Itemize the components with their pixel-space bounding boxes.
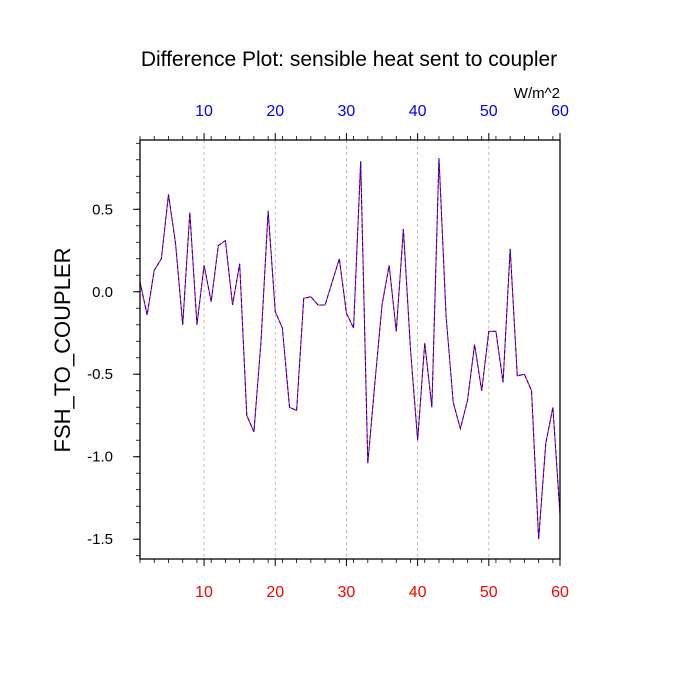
y-tick-label: -1.5 bbox=[87, 531, 113, 548]
y-tick-label: -1.0 bbox=[87, 449, 113, 466]
x-tick-label-top: 50 bbox=[480, 103, 498, 120]
x-tick-label-bottom: 50 bbox=[480, 584, 498, 601]
y-tick-label: -0.5 bbox=[87, 366, 113, 383]
y-tick-label: 0.0 bbox=[92, 284, 113, 301]
units-label: W/m^2 bbox=[514, 85, 560, 102]
x-tick-label-bottom: 40 bbox=[409, 584, 427, 601]
x-tick-label-top: 60 bbox=[551, 103, 569, 120]
y-tick-label: 0.5 bbox=[92, 201, 113, 218]
x-tick-label-top: 10 bbox=[195, 103, 213, 120]
plot-frame bbox=[139, 139, 561, 560]
x-tick-label-top: 30 bbox=[338, 103, 356, 120]
x-tick-label-bottom: 20 bbox=[266, 584, 284, 601]
chart-title: Difference Plot: sensible heat sent to c… bbox=[141, 48, 557, 71]
x-tick-label-top: 20 bbox=[266, 103, 284, 120]
x-tick-label-bottom: 10 bbox=[195, 584, 213, 601]
grid-lines bbox=[203, 140, 561, 559]
x-tick-label-top: 40 bbox=[409, 103, 427, 120]
minor-ticks bbox=[136, 136, 554, 563]
x-tick-label-bottom: 60 bbox=[551, 584, 569, 601]
y-axis-label: FSH_TO_COUPLER bbox=[50, 248, 75, 453]
series-line-1 bbox=[139, 158, 561, 540]
y-tick-labels: 0.5 0.0 -0.5 -1.0 -1.5 bbox=[87, 201, 113, 548]
series-line-2 bbox=[139, 158, 561, 540]
x-tick-labels-top: 10 20 30 40 50 60 bbox=[195, 103, 569, 120]
x-tick-label-bottom: 30 bbox=[338, 584, 356, 601]
major-ticks bbox=[133, 133, 561, 566]
x-tick-labels-bottom: 10 20 30 40 50 60 bbox=[195, 584, 569, 601]
data-series bbox=[139, 158, 561, 540]
